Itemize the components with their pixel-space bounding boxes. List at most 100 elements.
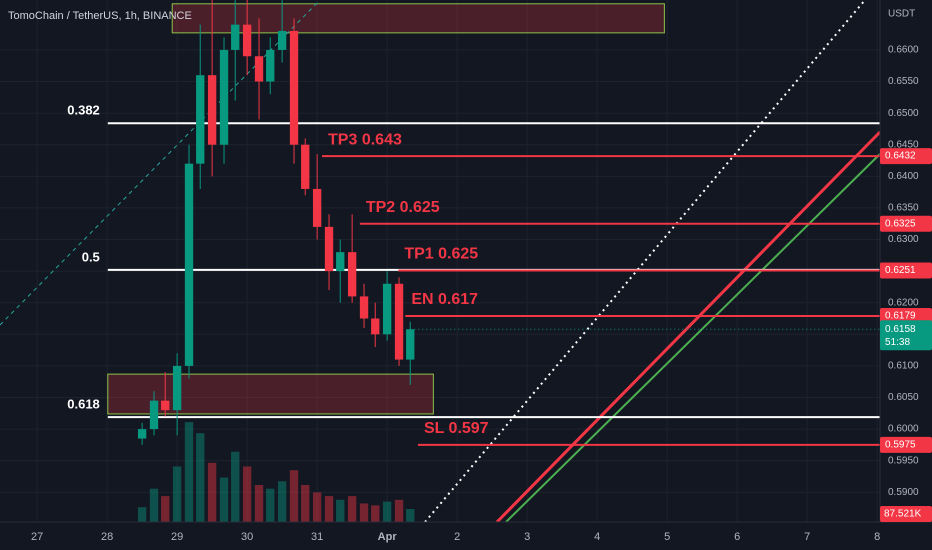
price-badge-label: 0.6179 [885,311,916,322]
price-badge [880,148,932,165]
axes: 0.59000.59500.60000.60500.61000.61500.62… [31,45,932,543]
candle-body [196,75,205,164]
y-tick-label: 0.6200 [888,297,919,308]
volume-bar [219,477,229,522]
y-tick-label: 0.6100 [888,361,919,372]
volume-badge [880,506,932,522]
candle-body [289,30,299,145]
x-tick-label: Apr [378,531,398,543]
volume-bar [149,488,159,522]
price-badge-label: 0.6432 [885,151,916,162]
volume-bar [347,496,357,522]
volume-bar [184,422,194,522]
volume-bar [231,451,240,522]
y-tick-label: 0.6350 [888,203,919,214]
volume-bar [161,496,170,522]
volume-bar [312,492,322,522]
levels: 0.382 0.5 0.618 TP3 0.643 TP2 0.625 TP1 0.625… [67,103,880,446]
volume-bar [382,501,392,522]
x-tick-label: 6 [734,531,740,543]
volume-bar [254,485,264,522]
y-tick-label: 0.6450 [888,139,919,150]
trade-label: TP2 0.625 [366,199,440,216]
candle-body [382,283,392,335]
trade-label: EN 0.617 [411,291,478,308]
zone [171,3,665,34]
y-tick-label: 0.6500 [888,108,919,119]
volume-bar [394,499,404,522]
candle-body [149,400,159,430]
x-tick-label: 4 [594,531,600,543]
candle-body [242,24,252,57]
candle-body [219,49,229,145]
candle-body [336,252,345,272]
candle-body [231,24,240,50]
time-axis [0,522,932,550]
volume-bar [266,488,275,522]
candle-body [172,365,182,411]
trade-label: SL 0.597 [424,420,489,437]
candles [137,0,415,445]
price-badge [880,307,932,324]
candle-body [137,429,147,439]
last-price-badge [880,320,932,351]
trend-line [505,153,881,523]
volume-bar [289,470,299,522]
candle-body [161,400,170,411]
trade-label: TP3 0.643 [328,131,402,148]
volume-bar [242,466,252,522]
y-tick-label: 0.5900 [888,487,919,498]
x-tick-label: 7 [804,531,810,543]
candle-body [254,56,264,82]
price-badge [880,436,932,453]
y-tick-label: 0.6400 [888,171,919,182]
volume-pane [137,422,415,522]
price-badge-label: 0.5975 [885,440,916,451]
candle-body [266,49,275,82]
price-badge-label: 0.6325 [885,218,916,229]
volume-bar [277,481,287,522]
x-tick-label: 29 [171,531,183,543]
fib-label: 0.382 [67,103,100,118]
chart-title: TomoChain / TetherUS, 1h, BINANCE [8,10,192,22]
candle-body [301,144,310,189]
trade-label: TP1 0.625 [404,246,478,263]
axis-unit: USDT [888,9,915,20]
volume-bar [137,507,147,522]
y-tick-label: 0.6000 [888,424,919,435]
fib-label: 0.618 [67,397,100,412]
x-tick-label: 27 [31,531,43,543]
y-tick-label: 0.6300 [888,234,919,245]
x-tick-label: 8 [874,531,880,543]
candle-body [359,296,369,319]
volume-badge-label: 87.521K [884,509,922,520]
candle-body [394,283,404,360]
volume-bar [336,499,345,522]
x-tick-label: 2 [454,531,460,543]
volume-bar [359,503,369,522]
volume-bar [324,496,334,522]
price-badge [880,215,932,232]
price-badge-label: 0.6251 [885,265,916,276]
candle-body [312,188,322,227]
fib-label: 0.5 [82,249,100,264]
volume-bar [406,509,415,522]
trend-line [495,130,882,524]
candle-body [347,252,357,297]
y-tick-label: 0.5950 [888,455,919,466]
volume-bar [207,462,217,522]
last-price-label: 0.6158 [885,324,916,335]
volume-bar [172,466,182,522]
candle-body [324,226,334,272]
x-tick-label: 5 [664,531,670,543]
candle-body [277,30,287,50]
candle-body [371,318,380,335]
x-tick-label: 31 [311,531,323,543]
countdown: 51:38 [885,337,910,348]
x-tick-label: 30 [241,531,253,543]
candle-body [406,329,415,360]
y-tick-label: 0.6050 [888,392,919,403]
y-tick-label: 0.6550 [888,76,919,87]
